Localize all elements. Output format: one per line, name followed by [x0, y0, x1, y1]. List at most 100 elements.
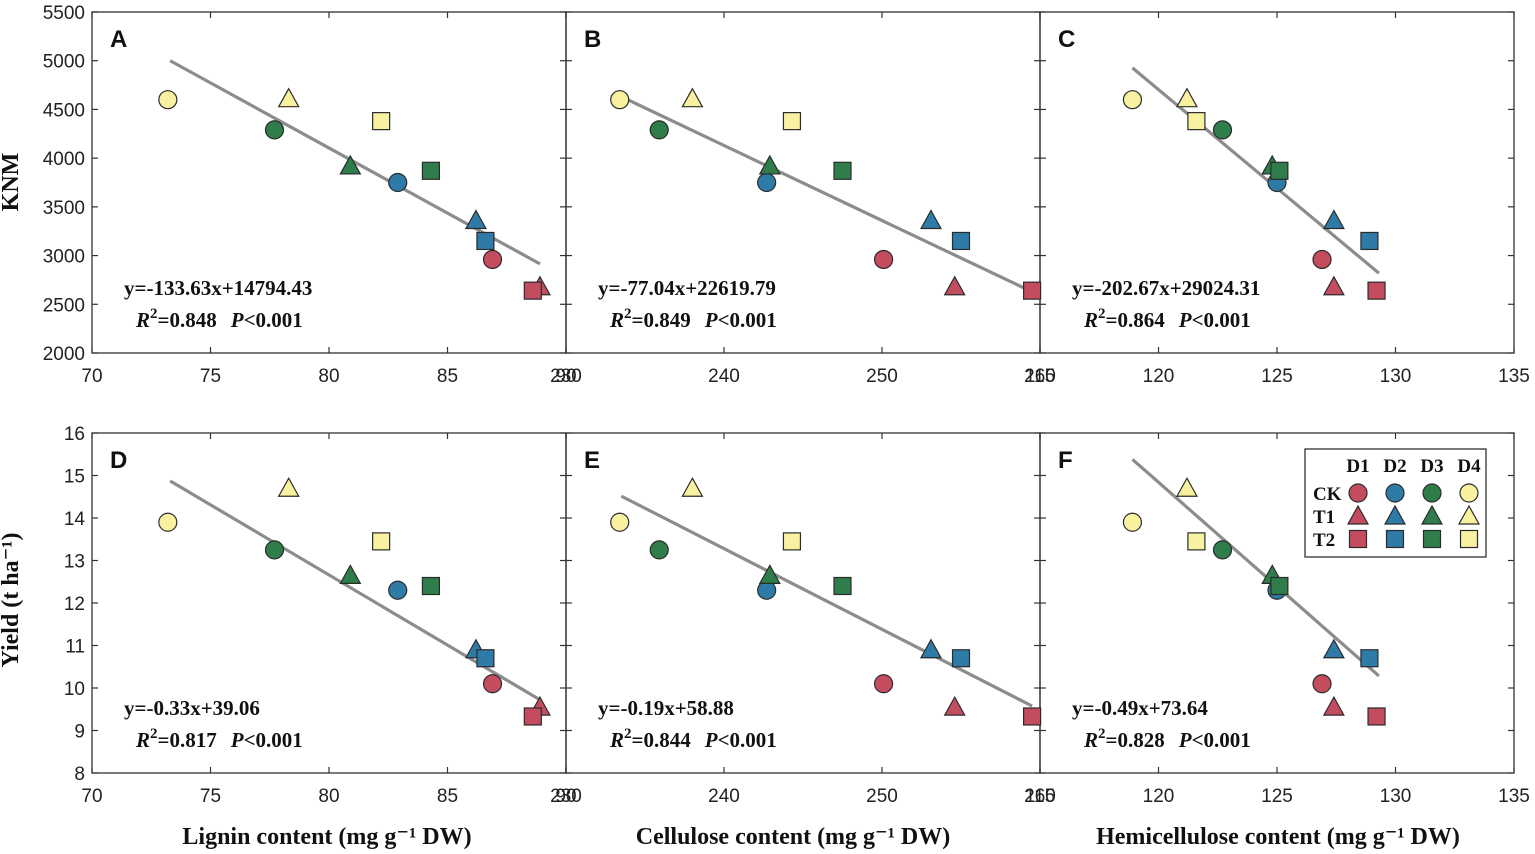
- point-A-CK-D4: [158, 90, 178, 110]
- point-A-CK-D3: [264, 120, 285, 140]
- fit-line-F: [1131, 458, 1380, 678]
- point-E-T2-D2: [951, 649, 971, 668]
- point-D-T1-D3: [339, 564, 362, 584]
- x-tick-label: 75: [200, 786, 221, 807]
- stats-D: R2=0.817 P<0.001: [135, 726, 303, 752]
- legend-column-D3: D3: [1420, 456, 1443, 477]
- point-B-CK-D1: [873, 249, 894, 270]
- y-tick-label: 12: [64, 594, 85, 615]
- panel-frame: [91, 432, 567, 774]
- point-C-CK-D1: [1312, 249, 1332, 270]
- x-tick-label: 230: [550, 366, 582, 387]
- y-tick-label: 10: [64, 679, 85, 700]
- point-D-CK-D4: [158, 512, 178, 532]
- point-C-T1-D4: [1175, 87, 1198, 108]
- point-E-T1-D2: [919, 638, 942, 659]
- legend-marker-T1-D4: [1457, 504, 1481, 525]
- point-B-T1-D2: [919, 209, 942, 230]
- x-tick-label: 70: [81, 786, 102, 807]
- panel-text: Ay=-133.63x+14794.43 R2=0.848 P<0.001 By=-7…: [110, 26, 1260, 752]
- legend-marker-CK-D2: [1385, 483, 1405, 503]
- x-tick-label: 260: [1024, 366, 1056, 387]
- panel-label-F: F: [1058, 447, 1073, 474]
- y-tick-label: 3500: [43, 198, 85, 219]
- legend-marker-CK-D3: [1422, 483, 1442, 503]
- point-F-T2-D3: [1270, 576, 1289, 596]
- x-tick-label: 240: [708, 366, 740, 387]
- point-E-CK-D3: [649, 540, 669, 560]
- x-tick-label: 115: [1025, 366, 1055, 387]
- point-C-CK-D4: [1122, 90, 1143, 110]
- panel-label-A: A: [110, 26, 127, 53]
- equation-C: y=-202.67x+29024.31: [1072, 276, 1260, 300]
- fit-line-A: [169, 59, 541, 266]
- point-E-T2-D3: [833, 576, 852, 596]
- point-A-T2-D3: [421, 161, 441, 180]
- stats-A: R2=0.848 P<0.001: [135, 306, 303, 332]
- legend-marker-T2-D3: [1422, 529, 1442, 549]
- y-tick-label: 15: [64, 467, 85, 488]
- point-C-T2-D3: [1270, 161, 1289, 180]
- legend-column-D1: D1: [1346, 456, 1369, 477]
- point-F-CK-D1: [1312, 674, 1332, 694]
- legend-marker-T2-D1: [1348, 529, 1368, 549]
- point-F-CK-D3: [1212, 540, 1233, 560]
- equation-B: y=-77.04x+22619.79: [598, 276, 776, 300]
- x-axis-title-cellulose: Cellulose content (mg g⁻¹ DW): [636, 824, 950, 850]
- point-A-CK-D1: [482, 249, 503, 270]
- equation-D: y=-0.33x+39.06: [124, 696, 260, 720]
- x-tick-label: 75: [200, 366, 221, 387]
- panel-label-C: C: [1058, 26, 1075, 53]
- point-A-CK-D2: [388, 172, 408, 193]
- point-D-T2-D3: [421, 576, 441, 596]
- point-C-T1-D1: [1322, 275, 1345, 296]
- point-B-T1-D1: [943, 275, 966, 296]
- x-tick-label: 80: [318, 786, 339, 807]
- y-tick-label: 5000: [43, 52, 85, 73]
- x-tick-label: 125: [1261, 786, 1293, 807]
- legend-marker-CK-D4: [1459, 483, 1479, 503]
- equation-E: y=-0.19x+58.88: [598, 696, 734, 720]
- legend-marker-T2-D4: [1459, 529, 1479, 549]
- x-tick-label: 115: [1025, 786, 1055, 807]
- x-tick-label: 260: [1024, 786, 1056, 807]
- y-tick-label: 9: [74, 722, 85, 743]
- y-tick-label: 2000: [43, 344, 85, 365]
- legend-marker-T2-D2: [1385, 529, 1405, 549]
- fit-line-B: [620, 95, 1033, 294]
- y-tick-label: 13: [64, 552, 85, 573]
- y-axis-title-yield: Yield (t ha⁻¹): [0, 533, 24, 668]
- stats-F: R2=0.828 P<0.001: [1083, 726, 1251, 752]
- point-B-T2-D1: [1022, 281, 1042, 300]
- point-E-T2-D1: [1022, 707, 1042, 726]
- legend-column-D4: D4: [1457, 456, 1481, 477]
- legend-marker-CK-D1: [1348, 483, 1368, 503]
- x-tick-label: 85: [437, 366, 458, 387]
- point-D-CK-D3: [264, 540, 285, 560]
- y-axis-title-knm: KNM: [0, 153, 24, 212]
- point-B-CK-D3: [649, 120, 669, 140]
- x-tick-label: 125: [1261, 366, 1293, 387]
- point-F-T2-D1: [1367, 707, 1386, 726]
- y-tick-label: 5500: [43, 3, 85, 24]
- point-F-T1-D1: [1322, 695, 1345, 716]
- point-F-CK-D4: [1122, 512, 1143, 532]
- x-tick-label: 120: [1143, 786, 1175, 807]
- x-tick-label: 70: [81, 366, 102, 387]
- point-F-T2-D2: [1360, 649, 1379, 668]
- legend-marker-T1-D1: [1346, 504, 1370, 525]
- legend-column-D2: D2: [1383, 456, 1406, 477]
- point-B-T2-D3: [833, 161, 852, 180]
- x-tick-label: 240: [708, 786, 740, 807]
- point-F-T1-D4: [1175, 477, 1198, 497]
- panel-frame: [91, 11, 567, 354]
- point-A-T2-D2: [476, 231, 495, 251]
- data-points: [158, 87, 1386, 726]
- point-E-T1-D1: [943, 695, 966, 716]
- x-tick-label: 130: [1380, 366, 1412, 387]
- x-tick-label: 230: [550, 786, 582, 807]
- point-A-T1-D4: [277, 87, 300, 108]
- point-E-CK-D1: [873, 674, 894, 694]
- y-tick-label: 8: [74, 764, 85, 785]
